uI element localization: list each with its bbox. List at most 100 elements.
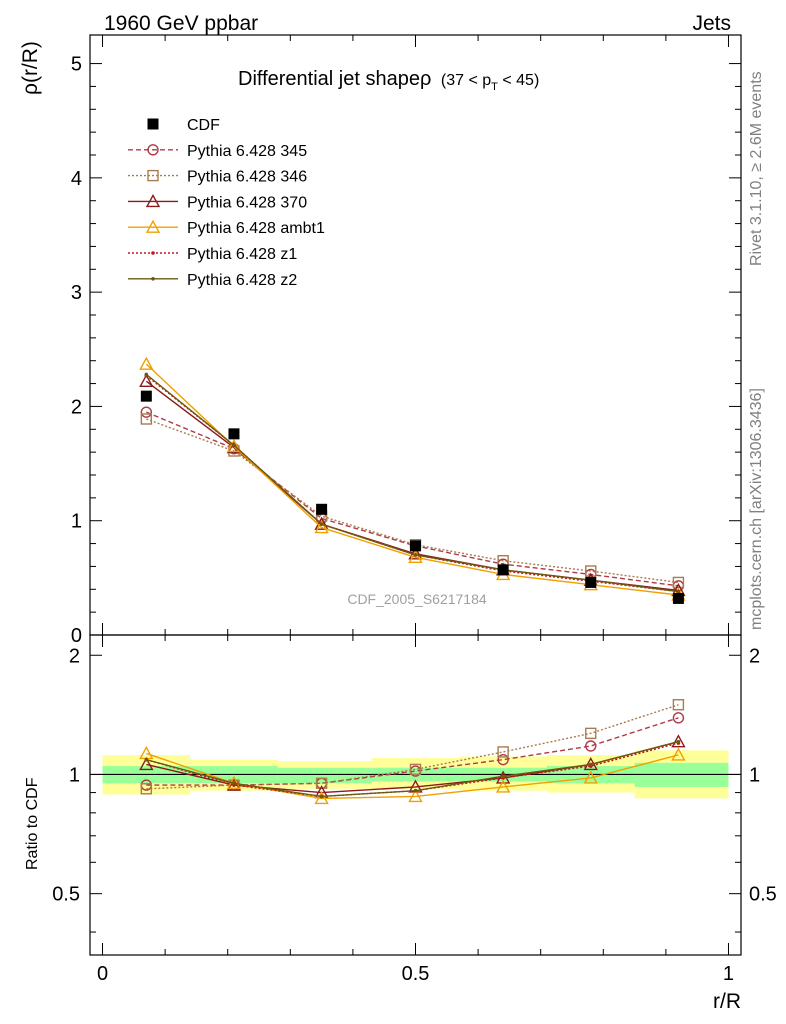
data-point <box>140 390 152 402</box>
data-point <box>410 540 421 552</box>
data-point <box>315 777 328 789</box>
main-series <box>140 390 684 604</box>
ratio-y-tick-label: 1 <box>69 764 80 786</box>
main-y-tick-label: 4 <box>71 168 82 190</box>
data-point <box>232 443 236 448</box>
legend-label: CDF <box>187 117 220 134</box>
data-point <box>497 753 509 766</box>
ratio-y-tick-label-right: 1 <box>749 764 760 786</box>
plot-title: Differential jet shapeρ (37 < pT < 45) <box>238 68 539 93</box>
data-point <box>314 516 329 530</box>
main-series <box>144 372 681 594</box>
main-y-tick-label: 3 <box>71 282 82 304</box>
data-point <box>671 747 686 761</box>
data-point <box>145 219 161 233</box>
main-series <box>139 356 686 601</box>
data-point <box>140 406 153 418</box>
legend-item: Pythia 6.428 z2 <box>128 272 297 289</box>
main-y-tick-label: 2 <box>71 396 82 418</box>
data-point <box>672 699 685 711</box>
data-point <box>139 356 154 370</box>
main-y-tick-label: 5 <box>71 54 82 76</box>
legend: CDF Pythia 6.428 345 Pythia 6.428 346 Pythi… <box>128 117 325 289</box>
legend-label: Pythia 6.428 346 <box>187 169 307 186</box>
ratio-panel-series <box>139 699 686 805</box>
data-point <box>413 788 418 793</box>
x-axis-label: r/R <box>713 990 741 1013</box>
ratio-y-tick-label: 2 <box>69 645 80 667</box>
x-tick-label: 1 <box>723 963 734 985</box>
mcplots-credit-text: mcplots.cern.ch [arXiv:1306.3436] <box>748 388 765 630</box>
data-point <box>147 118 159 130</box>
data-point <box>676 739 681 744</box>
ratio-y-tick-label-right: 0.5 <box>749 884 777 906</box>
data-point <box>672 592 684 604</box>
data-point <box>408 549 423 563</box>
data-point <box>151 277 155 281</box>
main-series <box>140 413 685 589</box>
ratio-series-line <box>146 704 679 790</box>
main-y-tick-label: 0 <box>71 625 82 647</box>
data-point <box>314 520 329 534</box>
analysis-watermark: CDF_2005_S6217184 <box>347 591 487 607</box>
data-point <box>501 774 505 778</box>
data-point <box>144 757 149 762</box>
header-left: 1960 GeV ppbar <box>104 12 258 35</box>
rivet-version-text: Rivet 3.1.10, ≥ 2.6M events <box>748 71 765 266</box>
plot-title-range-sub: T <box>491 81 498 93</box>
data-point <box>676 589 681 594</box>
data-point <box>226 438 242 453</box>
data-point <box>585 740 597 752</box>
data-point <box>495 779 511 793</box>
x-tick-label: 0.5 <box>402 963 430 985</box>
data-point <box>228 428 240 440</box>
legend-item: Pythia 6.428 346 <box>128 169 307 186</box>
x-tick-label: 0 <box>97 963 108 985</box>
legend-item: Pythia 6.428 z1 <box>128 246 297 263</box>
main-y-axis-label: ρ(r/R) <box>19 41 42 95</box>
data-point <box>147 169 159 182</box>
data-point <box>314 790 329 805</box>
plot-title-range: (37 < p <box>441 72 491 89</box>
data-point <box>585 727 597 740</box>
legend-label: Pythia 6.428 370 <box>187 194 307 211</box>
legend-item: CDF <box>147 117 220 134</box>
data-point <box>147 144 159 156</box>
main-series <box>140 406 685 592</box>
legend-label: Pythia 6.428 z2 <box>187 272 297 289</box>
legend-label: Pythia 6.428 ambt1 <box>187 220 325 237</box>
inner-band-bin <box>277 767 372 784</box>
series-line <box>145 363 679 596</box>
data-point <box>139 373 154 387</box>
data-point <box>497 746 509 758</box>
header-right: Jets <box>692 12 731 35</box>
data-point <box>588 762 593 767</box>
data-point <box>232 781 236 786</box>
legend-label: Pythia 6.428 345 <box>187 143 307 160</box>
data-point <box>585 576 597 588</box>
panel-frames: 0 0.5 1 0 1 2 3 4 5 0.5 0.5 1 1 2 2 <box>52 34 777 985</box>
data-point <box>139 756 154 771</box>
data-point <box>151 251 155 255</box>
data-point <box>671 734 686 748</box>
plot-title-range-close: < 45) <box>498 72 539 89</box>
plot-title-main: Differential jet shapeρ <box>238 68 431 90</box>
ratio-y-tick-label: 0.5 <box>52 884 80 906</box>
main-y-tick-label: 1 <box>71 511 82 533</box>
data-point <box>583 770 598 784</box>
data-point <box>319 794 324 799</box>
data-point <box>585 565 597 577</box>
legend-item: Pythia 6.428 345 <box>128 143 307 160</box>
data-point <box>140 413 153 425</box>
data-point <box>409 763 422 776</box>
data-point <box>145 193 161 208</box>
data-point <box>672 712 685 724</box>
ratio-series <box>144 739 681 799</box>
main-panel-series <box>139 356 686 604</box>
data-point <box>497 564 509 576</box>
legend-item: Pythia 6.428 ambt1 <box>128 219 325 237</box>
data-point <box>672 576 685 589</box>
ratio-y-axis-label: Ratio to CDF <box>24 777 41 870</box>
data-point <box>319 522 324 526</box>
